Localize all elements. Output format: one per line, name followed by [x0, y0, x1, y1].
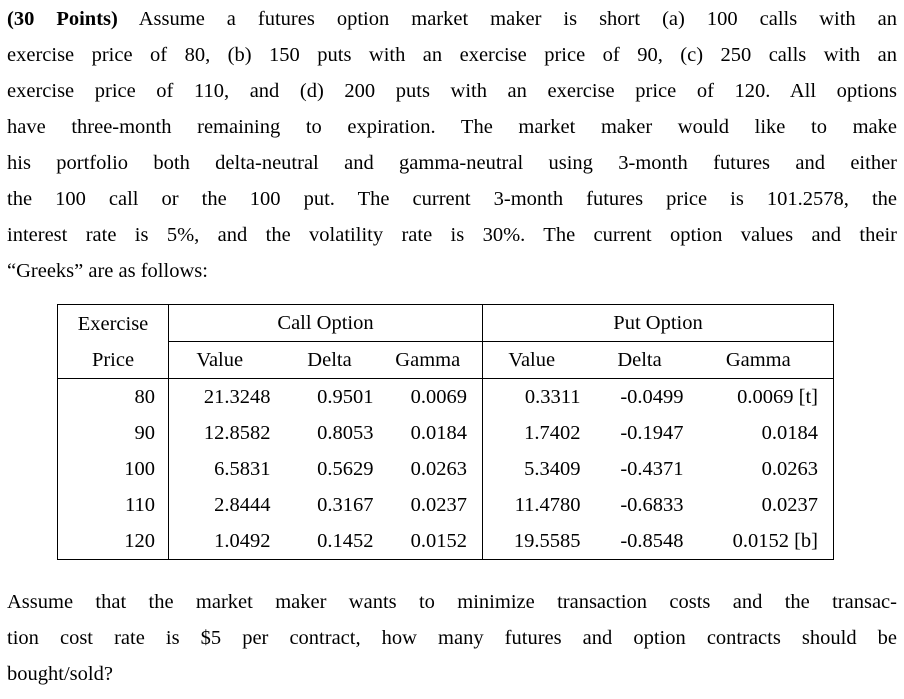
call-delta-cell: 0.1452: [317, 530, 374, 552]
put-delta-header: Delta: [595, 341, 699, 379]
exercise-price-header-line1: Exercise: [77, 312, 149, 335]
call-gamma-cell: 0.0237: [388, 487, 484, 523]
call-value-cell: 6.5831: [214, 458, 271, 480]
exercise-price-cell: 110: [57, 487, 169, 523]
intro-line-1: (30 Points) Assume a futures option mark…: [7, 1, 897, 37]
question-line-1: Assume that the market maker wants to mi…: [7, 591, 897, 613]
put-option-group-header: Put Option: [482, 304, 834, 342]
question-paragraph: Assume that the market maker wants to mi…: [7, 584, 897, 692]
exercise-price-cell: 120: [57, 523, 169, 560]
call-gamma-header: Gamma: [388, 341, 484, 379]
put-value-cell: 19.5585: [513, 530, 581, 552]
table-group-header-row: Exercise Price Call Option Put Option: [57, 304, 834, 379]
table-subheader-row: Value Delta Gamma Value Delta Gamma: [58, 341, 834, 379]
call-value-cell: 12.8582: [203, 422, 271, 444]
call-value-cell: 2.8444: [214, 494, 271, 516]
intro-paragraph: (30 Points) Assume a futures option mark…: [7, 0, 897, 289]
intro-line-3: exercise price of 110, and (d) 200 puts …: [7, 80, 897, 102]
call-gamma-cell: 0.0152: [388, 523, 484, 560]
exercise-price-cell: 80: [57, 378, 169, 415]
call-value-cell: 1.0492: [214, 530, 271, 552]
greeks-table: Exercise Price Call Option Put Option Va…: [57, 304, 835, 560]
put-delta-cell: -0.6833: [620, 494, 684, 516]
put-delta-cell: -0.8548: [620, 530, 684, 552]
put-value-cell: 5.3409: [524, 458, 581, 480]
put-delta-cell: -0.0499: [620, 386, 684, 408]
intro-line-5: his portfolio both delta-neutral and gam…: [7, 152, 897, 174]
intro-line-1-text: Assume a futures option market maker is …: [138, 8, 897, 30]
put-gamma-header: Gamma: [698, 341, 834, 379]
call-gamma-cell: 0.0069: [388, 378, 484, 415]
points-label: (30 Points): [7, 8, 118, 30]
exercise-price-cell: 100: [57, 451, 169, 487]
intro-line-7: interest rate is 5%, and the volatility …: [7, 224, 897, 246]
table-row: 80 21.3248 0.9501 0.0069 0.3311 -0.0499 …: [57, 378, 834, 415]
intro-line-2: exercise price of 80, (b) 150 puts with …: [7, 44, 897, 66]
call-delta-cell: 0.8053: [317, 422, 374, 444]
put-value-cell: 11.4780: [514, 494, 581, 516]
put-gamma-cell: 0.0069 [t]: [737, 386, 819, 408]
intro-line-6: the 100 call or the 100 put. The current…: [7, 188, 897, 210]
exercise-price-cell: 90: [57, 415, 169, 451]
put-delta-cell: -0.4371: [620, 458, 684, 480]
table-row: 100 6.5831 0.5629 0.0263 5.3409 -0.4371 …: [57, 451, 834, 487]
call-value-cell: 21.3248: [203, 386, 271, 408]
call-gamma-cell: 0.0263: [388, 451, 484, 487]
exercise-price-header-line2: Price: [91, 348, 135, 371]
call-delta-header: Delta: [285, 341, 389, 379]
question-line-3: bought/sold?: [7, 663, 113, 685]
call-value-header: Value: [168, 341, 286, 379]
intro-line-8: “Greeks” are as follows:: [7, 260, 208, 282]
put-value-header: Value: [482, 341, 596, 379]
table-row: 90 12.8582 0.8053 0.0184 1.7402 -0.1947 …: [57, 415, 834, 451]
call-option-group-header: Call Option: [168, 304, 484, 342]
question-line-2: tion cost rate is $5 per contract, how m…: [7, 627, 897, 649]
call-gamma-cell: 0.0184: [388, 415, 484, 451]
put-value-cell: 0.3311: [524, 386, 581, 408]
table-row: 120 1.0492 0.1452 0.0152 19.5585 -0.8548…: [57, 523, 834, 560]
put-gamma-cell: 0.0152 [b]: [732, 530, 819, 552]
call-delta-cell: 0.9501: [317, 386, 374, 408]
call-delta-cell: 0.5629: [317, 458, 374, 480]
put-gamma-cell: 0.0263: [761, 458, 819, 480]
exercise-price-header: Exercise Price: [57, 304, 169, 379]
put-gamma-cell: 0.0237: [761, 494, 819, 516]
put-value-cell: 1.7402: [524, 422, 581, 444]
table-row: 110 2.8444 0.3167 0.0237 11.4780 -0.6833…: [57, 487, 834, 523]
put-delta-cell: -0.1947: [620, 422, 684, 444]
intro-line-4: have three-month remaining to expiration…: [7, 116, 897, 138]
put-gamma-cell: 0.0184: [761, 422, 819, 444]
call-delta-cell: 0.3167: [317, 494, 374, 516]
